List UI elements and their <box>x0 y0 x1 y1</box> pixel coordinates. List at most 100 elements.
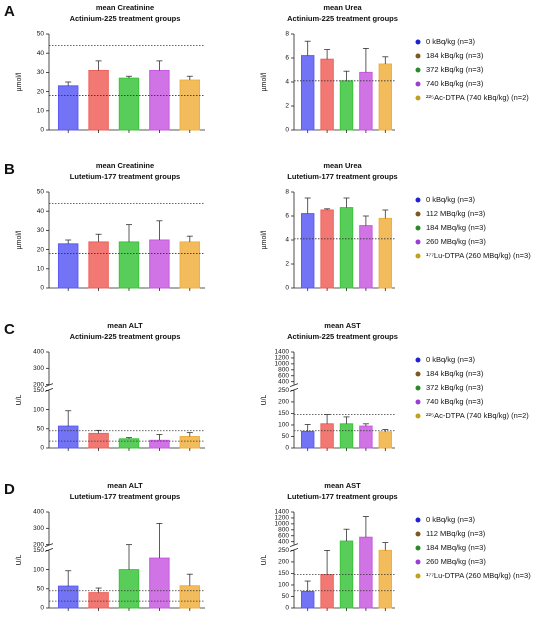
y-tick-label: 4 <box>285 237 289 244</box>
legend-marker <box>415 517 421 523</box>
chart-subtitle: Actinium-225 treatment groups <box>70 14 181 23</box>
y-tick-label: 10 <box>37 108 45 115</box>
bar <box>118 569 140 609</box>
chart-title: mean Creatinine <box>96 161 154 170</box>
axis-break <box>290 544 298 551</box>
y-tick-label: 250 <box>278 547 289 554</box>
chart-title: mean ALT <box>107 481 143 490</box>
bar <box>300 430 315 449</box>
bar <box>320 58 334 131</box>
chart-subtitle: Actinium-225 treatment groups <box>70 332 181 341</box>
chart-title: mean Creatinine <box>96 3 154 12</box>
legend-marker <box>415 39 421 45</box>
panel-label: A <box>4 3 15 20</box>
legend-entry: 372 kBq/kg (n=3) <box>426 65 484 74</box>
bar <box>88 69 109 131</box>
y-tick-label: 8 <box>285 31 289 38</box>
legend-entry: 740 kBq/kg (n=3) <box>426 79 484 88</box>
legend-entry: 184 MBq/kg (n=3) <box>426 543 486 552</box>
chart-title: mean AST <box>324 481 361 490</box>
y-tick-label: 1000 <box>275 361 290 368</box>
y-tick-label: 200 <box>33 541 44 548</box>
legend-entry: 0 kBq/kg (n=3) <box>426 355 475 364</box>
chart-subtitle: Lutetium-177 treatment groups <box>287 492 397 501</box>
legend-marker <box>415 385 421 391</box>
y-tick-label: 300 <box>33 525 44 532</box>
y-tick-label: 6 <box>285 213 289 220</box>
bar <box>320 423 334 449</box>
y-axis-label: µmol/l <box>261 72 268 91</box>
y-tick-label: 50 <box>37 189 45 196</box>
y-tick-label: 0 <box>40 285 44 292</box>
axis-break-mark <box>44 388 54 392</box>
y-tick-label: 800 <box>278 367 289 374</box>
y-tick-label: 0 <box>40 127 44 134</box>
y-tick-label: 2 <box>285 261 289 268</box>
bar <box>339 80 354 131</box>
legend-marker <box>415 197 421 203</box>
bar <box>300 213 315 289</box>
y-axis-label: U/L <box>261 554 268 565</box>
y-tick-label: 600 <box>278 532 289 539</box>
y-tick-label: 10 <box>37 266 45 273</box>
legend-marker <box>415 545 421 551</box>
y-tick-label: 0 <box>285 605 289 612</box>
y-axis-label: U/L <box>16 394 23 405</box>
y-tick-label: 30 <box>37 227 45 234</box>
bar <box>359 536 373 609</box>
y-tick-label: 1400 <box>275 509 290 516</box>
bar <box>378 431 393 449</box>
legend-marker <box>415 559 421 565</box>
bar <box>149 69 170 131</box>
y-tick-label: 150 <box>278 570 289 577</box>
y-tick-label: 20 <box>37 246 45 253</box>
axis-break <box>290 384 298 391</box>
y-tick-label: 100 <box>278 422 289 429</box>
legend-entry: ²²⁵Ac-DTPA (740 kBq/kg) (n=2) <box>426 93 529 102</box>
y-axis-label: µmol/l <box>16 72 23 91</box>
bar <box>179 585 201 609</box>
y-tick-label: 40 <box>37 50 45 57</box>
y-tick-label: 40 <box>37 208 45 215</box>
y-axis-label: U/L <box>261 394 268 405</box>
legend-entry: 260 MBq/kg (n=3) <box>426 557 486 566</box>
legend-marker <box>415 239 421 245</box>
legend-entry: 372 kBq/kg (n=3) <box>426 383 484 392</box>
bar <box>118 77 140 131</box>
bar <box>88 592 109 609</box>
y-tick-label: 0 <box>285 127 289 134</box>
y-tick-label: 100 <box>33 406 44 413</box>
y-tick-label: 200 <box>278 399 289 406</box>
y-tick-label: 0 <box>40 445 44 452</box>
axis-break-mark <box>289 388 299 392</box>
y-tick-label: 250 <box>278 387 289 394</box>
bar <box>149 557 170 609</box>
legend-entry: 184 MBq/kg (n=3) <box>426 223 486 232</box>
chart-title: mean Urea <box>323 3 362 12</box>
panel-label: C <box>4 321 15 338</box>
y-axis-label: µmol/l <box>261 230 268 249</box>
legend-entry: ¹⁷⁷Lu-DTPA (260 MBq/kg) (n=3) <box>426 251 531 260</box>
y-tick-label: 4 <box>285 79 289 86</box>
y-tick-label: 600 <box>278 372 289 379</box>
legend-entry: 260 MBq/kg (n=3) <box>426 237 486 246</box>
legend-entry: 184 kBq/kg (n=3) <box>426 369 484 378</box>
legend-marker <box>415 371 421 377</box>
y-tick-label: 30 <box>37 69 45 76</box>
y-tick-label: 0 <box>40 605 44 612</box>
panel-label: D <box>4 481 15 498</box>
legend-marker <box>415 53 421 59</box>
y-tick-label: 400 <box>278 538 289 545</box>
bar <box>320 574 334 609</box>
bar <box>320 209 334 289</box>
y-tick-label: 20 <box>37 88 45 95</box>
y-tick-label: 1400 <box>275 349 290 356</box>
bar <box>339 207 354 289</box>
legend-marker <box>415 253 421 259</box>
legend-marker <box>415 399 421 405</box>
legend-entry: 0 kBq/kg (n=3) <box>426 37 475 46</box>
bar <box>359 425 373 449</box>
axis-break-mark <box>289 543 299 548</box>
bar <box>179 79 201 131</box>
y-tick-label: 8 <box>285 189 289 196</box>
